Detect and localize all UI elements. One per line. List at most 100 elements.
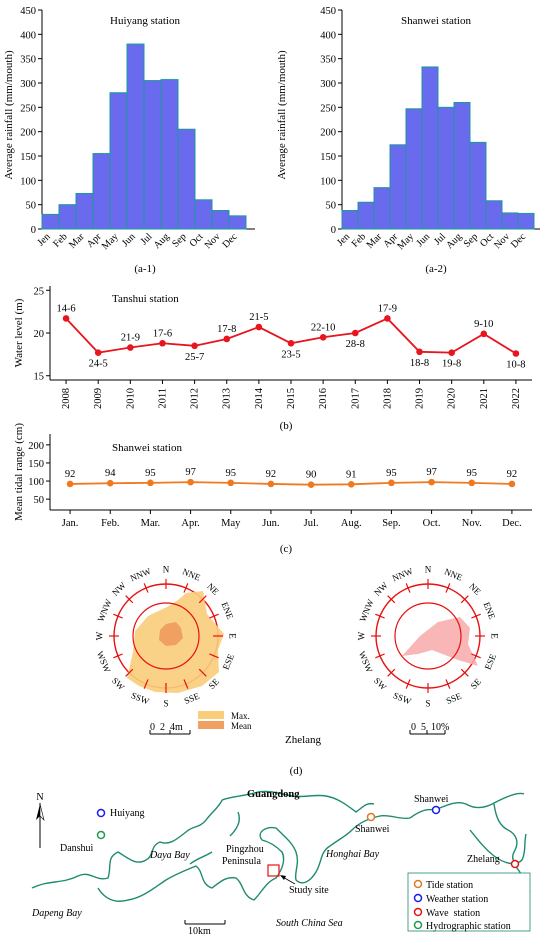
a2-bar-Feb xyxy=(357,201,375,230)
c-yaxis: 50 100 150 200 xyxy=(28,441,50,506)
a1-xtick-label: Jun xyxy=(120,231,138,249)
label-shanwei-weather: Shanwei xyxy=(414,794,449,805)
b-xtick-label: 2008 xyxy=(61,388,72,409)
rose-left-tick xyxy=(209,653,219,659)
rose-right-dir-label: SSE xyxy=(445,691,464,706)
c-xtick-label: Nov. xyxy=(462,518,482,529)
a2-ytick-label: 50 xyxy=(326,201,337,212)
rose-right-tick xyxy=(445,679,451,689)
b-data-label: 23-5 xyxy=(281,349,300,360)
b-xtick-label: 2017 xyxy=(350,388,361,409)
a1-bar-Jun xyxy=(126,43,145,230)
c-data-label: 97 xyxy=(185,467,196,478)
label-zhelang: Zhelang xyxy=(467,854,500,865)
rose-left-tick xyxy=(209,613,219,619)
a2-xtick-label: Jen xyxy=(335,231,352,248)
rose-left-tick xyxy=(198,595,207,604)
c-xtick-label: Aug. xyxy=(341,518,362,529)
rose-left-dir-label: NNE xyxy=(181,566,202,583)
a2-xtick-label: Dec xyxy=(509,231,529,251)
rose-left-dir-label: NNW xyxy=(129,566,153,584)
a2-title: Shanwei station xyxy=(401,15,471,27)
rose-left-tick xyxy=(125,595,134,604)
c-ytick-label: 100 xyxy=(28,477,44,488)
a1-xtick-label: Dec xyxy=(220,231,240,251)
rose-right-dir-label: SSW xyxy=(392,690,413,707)
rose-inner-ring xyxy=(132,602,200,670)
panel-b: Water level (m) 15 20 25 Tanshui station 1… xyxy=(13,286,532,432)
a2-bar-Mar xyxy=(373,187,391,230)
c-caption: (c) xyxy=(280,543,293,555)
b-point-2017 xyxy=(351,329,359,337)
c-point-Apr. xyxy=(187,478,194,486)
a2-ylabel: Average rainfall (mm/mouth) xyxy=(276,50,288,180)
rose-right-tick xyxy=(460,595,469,604)
c-ylabel: Mean tidal range (cm) xyxy=(13,423,25,521)
rose-left-tick xyxy=(143,679,149,689)
b-xtick-label: 2022 xyxy=(511,388,522,409)
b-data-label: 17-8 xyxy=(217,324,236,335)
rose-left-tick xyxy=(143,583,149,593)
c-point-Dec. xyxy=(508,480,516,488)
label-dapeng-bay: Dapeng Bay xyxy=(31,908,82,919)
a2-xtick-label: Feb xyxy=(350,231,368,249)
a1-ytick-label: 300 xyxy=(20,79,36,90)
rose-right-tick xyxy=(460,668,469,677)
north-label: N xyxy=(36,792,43,803)
c-point-May xyxy=(227,479,235,487)
legend-max-swatch xyxy=(198,711,224,719)
label-huiyang: Huiyang xyxy=(110,808,144,819)
legend-mean-swatch xyxy=(198,721,224,729)
rose-left-tick xyxy=(198,668,207,677)
c-xtick-label: Dec. xyxy=(502,518,522,529)
rose-right-dir-label: NNW xyxy=(391,566,415,584)
c-xtick-label: Apr. xyxy=(181,518,199,529)
c-data-label: 95 xyxy=(386,468,397,479)
zhelang-wave-station xyxy=(510,859,520,869)
b-xtick-label: 2014 xyxy=(254,387,265,409)
b-title: Tanshui station xyxy=(112,293,179,305)
rose-right-tick xyxy=(405,679,411,689)
a1-bar-Aug xyxy=(160,79,179,230)
a1-xtick-label: Feb xyxy=(51,231,69,249)
a1-bar-Mar xyxy=(75,192,94,230)
rose-left-dir-label: ENE xyxy=(219,601,235,621)
b-ylabel: Water level (m) xyxy=(13,298,25,367)
a2-bar-Sep xyxy=(469,141,487,230)
b-yaxis: 15 20 25 xyxy=(34,286,50,383)
a2-bar-Nov xyxy=(501,212,519,230)
a1-bars xyxy=(41,43,247,230)
a2-ytick-label: 0 xyxy=(331,225,336,236)
c-point-Feb. xyxy=(106,479,114,487)
c-title: Shanwei station xyxy=(112,442,182,454)
a1-bar-Dec xyxy=(228,215,247,230)
panel-a2: Average rainfall (mm/mouth) 0 50 100 150 200… xyxy=(276,6,540,275)
a2-ytick-label: 250 xyxy=(320,103,336,114)
a2-bar-Oct xyxy=(485,200,503,230)
b-point-2009 xyxy=(94,349,102,356)
a2-xtick-label: Oct xyxy=(478,231,496,249)
a2-bar-Jul xyxy=(437,106,455,230)
rose-left-dir-label: SW xyxy=(110,675,127,692)
a2-yaxis: 0 50 100 150 200 250 300 350 400 450 xyxy=(320,6,342,236)
b-point-2016 xyxy=(319,333,327,341)
rose-left-dir-label: WSW xyxy=(95,650,113,675)
legend-hydro-label: Hydrographic station xyxy=(426,921,511,932)
a1-xtick-label: May xyxy=(100,231,121,252)
label-guangdong: Guangdong xyxy=(247,789,300,800)
a2-ytick-label: 400 xyxy=(320,30,336,41)
b-data-label: 14-6 xyxy=(56,303,75,314)
a2-ytick-label: 150 xyxy=(320,152,336,163)
b-xtick-label: 2019 xyxy=(415,388,426,409)
b-data-label: 21-5 xyxy=(249,312,268,323)
b-point-2015 xyxy=(287,339,295,347)
a2-bar-Dec xyxy=(517,212,535,230)
c-line xyxy=(70,481,512,486)
c-data-label: 92 xyxy=(507,469,518,480)
b-xtick-label: 2016 xyxy=(318,388,329,409)
